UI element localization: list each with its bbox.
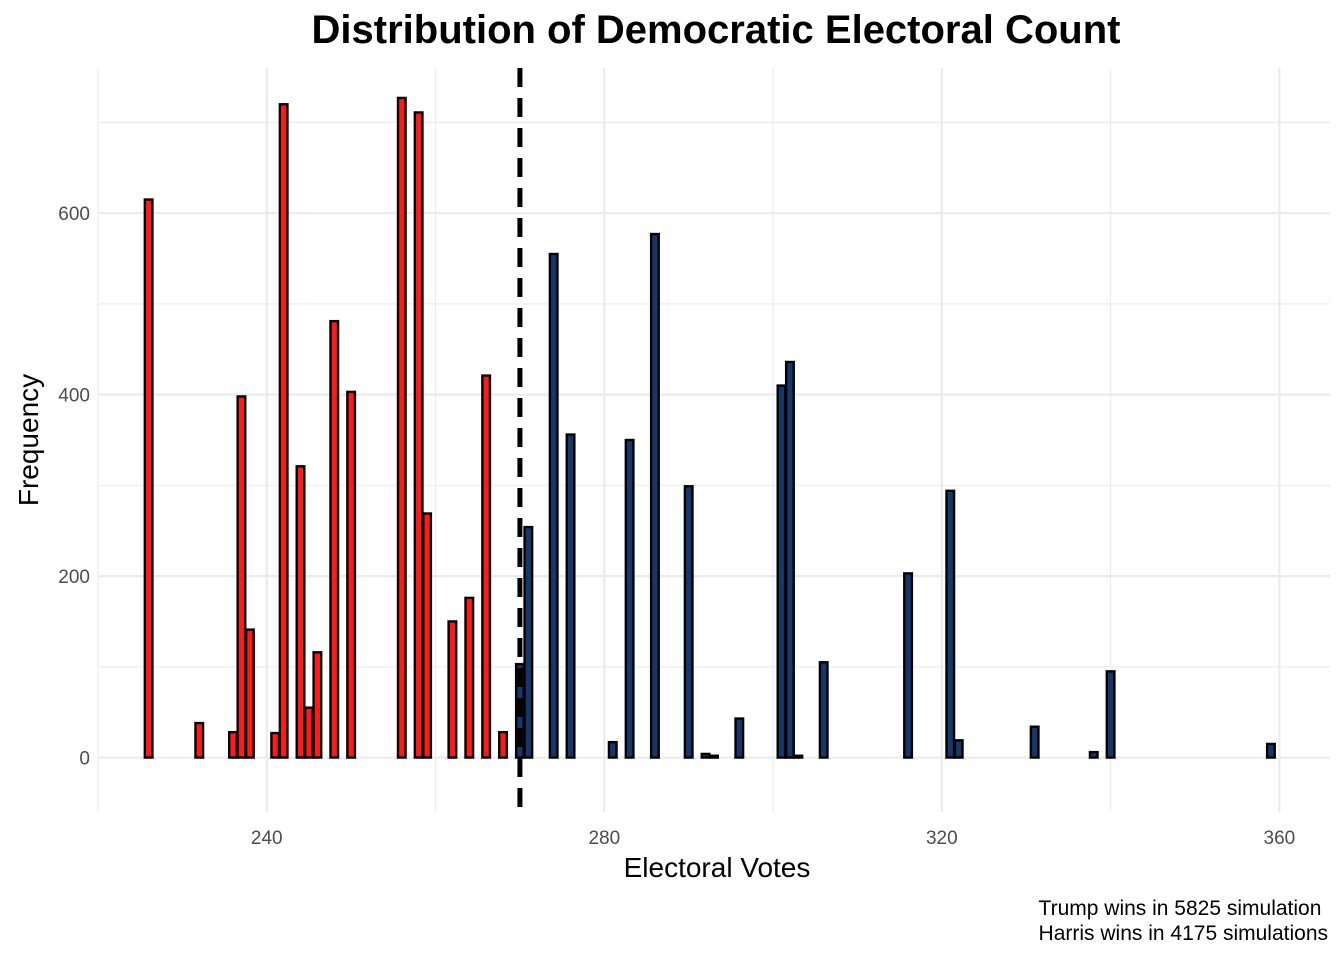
- x-tick-label: 360: [1264, 828, 1296, 849]
- harris-bar: [1107, 671, 1115, 757]
- harris-bar: [1267, 744, 1275, 758]
- harris-bar: [955, 740, 963, 757]
- simulation-caption: Trump wins in 5825 simulation Harris win…: [1039, 896, 1328, 946]
- harris-bar: [702, 754, 710, 758]
- harris-bar: [710, 756, 718, 758]
- trump-bar: [280, 104, 288, 757]
- harris-bar: [609, 742, 617, 757]
- harris-bar: [736, 719, 744, 758]
- harris-bar: [778, 386, 786, 758]
- harris-bar: [1031, 727, 1039, 758]
- trump-bar: [297, 466, 305, 757]
- y-axis-title: Frequency: [13, 374, 44, 506]
- trump-bar: [314, 652, 322, 757]
- trump-bar: [423, 513, 431, 757]
- harris-bar: [904, 573, 912, 757]
- y-tick-label: 600: [58, 204, 90, 225]
- trump-bar: [449, 621, 457, 757]
- x-axis-title: Electoral Votes: [624, 852, 811, 883]
- y-tick-label: 400: [58, 386, 90, 407]
- harris-bar: [567, 435, 575, 758]
- x-tick-label: 280: [588, 828, 620, 849]
- harris-bar: [651, 234, 659, 758]
- trump-bar: [482, 376, 490, 758]
- trump-bar: [330, 321, 338, 757]
- harris-bar: [550, 254, 558, 758]
- trump-bar: [246, 630, 254, 758]
- y-tick-label: 200: [58, 567, 90, 588]
- harris-bar: [525, 527, 533, 757]
- bars: [145, 98, 1275, 758]
- harris-bar: [820, 662, 828, 757]
- trump-bar: [347, 392, 355, 758]
- x-tick-label: 320: [926, 828, 958, 849]
- trump-bar: [305, 708, 313, 758]
- trump-bar: [499, 732, 507, 757]
- trump-bar: [238, 396, 246, 757]
- trump-bar: [398, 98, 406, 758]
- harris-bar: [1090, 752, 1098, 757]
- harris-bar: [946, 491, 954, 758]
- caption-line-harris: Harris wins in 4175 simulations: [1039, 921, 1328, 946]
- harris-bar: [786, 362, 794, 758]
- harris-bar: [685, 486, 693, 757]
- x-tick-label: 240: [251, 828, 283, 849]
- harris-bar: [795, 756, 803, 758]
- trump-bar: [229, 732, 237, 757]
- trump-bar: [415, 112, 423, 757]
- trump-bar: [145, 200, 153, 758]
- harris-bar: [626, 440, 634, 758]
- trump-bar: [465, 598, 473, 758]
- y-tick-label: 0: [79, 749, 90, 770]
- trump-bar: [271, 733, 279, 757]
- trump-bar: [195, 723, 203, 757]
- caption-line-trump: Trump wins in 5825 simulation: [1039, 896, 1328, 921]
